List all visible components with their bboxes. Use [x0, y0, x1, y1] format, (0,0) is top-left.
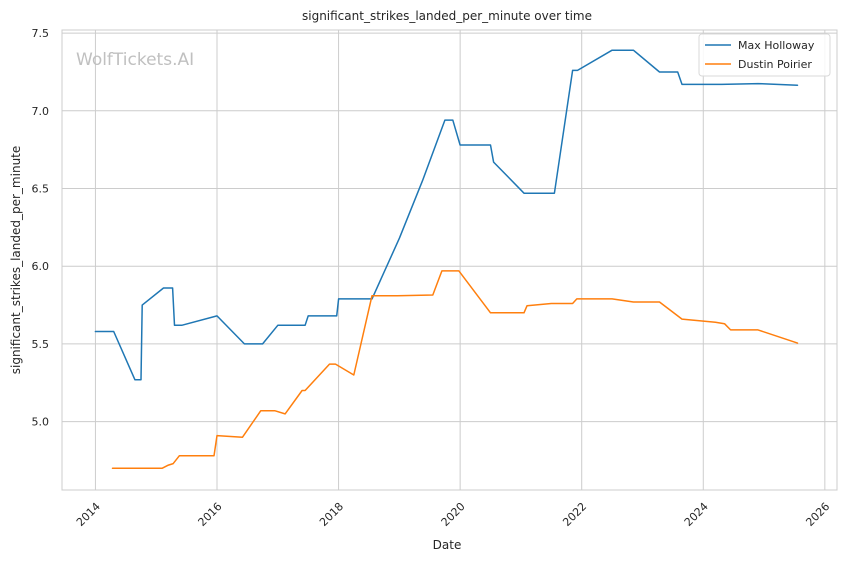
series-line-max-holloway	[94, 49, 799, 381]
x-axis-label: Date	[433, 538, 462, 552]
chart-title: significant_strikes_landed_per_minute ov…	[302, 9, 592, 23]
y-axis-ticks: 5.0 5.5 6.0 6.5 7.0 7.5	[32, 27, 50, 429]
plot-frame	[61, 29, 838, 491]
legend-label-max-holloway: Max Holloway	[738, 39, 815, 52]
y-tick-label: 7.0	[32, 105, 50, 118]
watermark: WolfTickets.AI	[76, 50, 194, 70]
legend-label-dustin-poirier: Dustin Poirier	[738, 58, 812, 71]
y-tick-label: 7.5	[32, 27, 50, 40]
series-lines	[94, 49, 799, 469]
legend-box	[698, 33, 831, 77]
y-axis-label: significant_strikes_landed_per_minute	[9, 146, 23, 375]
series-line-dustin-poirier	[111, 270, 799, 469]
grid	[62, 30, 837, 490]
y-tick-label: 6.5	[32, 183, 50, 196]
y-tick-label: 5.5	[32, 338, 50, 351]
legend: Max Holloway Dustin Poirier	[698, 33, 831, 77]
y-tick-label: 6.0	[32, 260, 50, 273]
y-tick-label: 5.0	[32, 416, 50, 429]
